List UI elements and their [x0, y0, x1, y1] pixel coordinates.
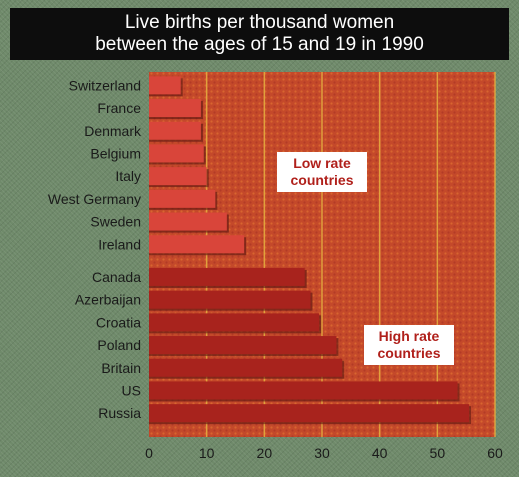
category-label-poland: Poland — [97, 337, 141, 353]
bar-sweden — [149, 212, 227, 231]
tick-label-50: 50 — [430, 445, 446, 461]
tick-label-40: 40 — [372, 445, 388, 461]
chart-title: Live births per thousand women between t… — [10, 8, 509, 60]
bar-west-germany — [149, 189, 216, 208]
chart-title-line-2: between the ages of 15 and 19 in 1990 — [95, 34, 424, 55]
tick-label-30: 30 — [314, 445, 330, 461]
tick-label-10: 10 — [199, 445, 215, 461]
bars — [149, 76, 472, 425]
bar-ireland — [149, 235, 245, 254]
tick-label-20: 20 — [257, 445, 273, 461]
bar-us — [149, 381, 458, 400]
tick-label-0: 0 — [145, 445, 153, 461]
category-label-sweden: Sweden — [90, 214, 141, 230]
category-labels: Switzerland France Denmark Belgium Italy West… — [48, 77, 142, 421]
bar-switzerland — [149, 76, 181, 95]
annotation-box-0 — [277, 152, 367, 192]
bar-poland — [149, 336, 337, 355]
bar-russia — [149, 404, 470, 423]
bar-croatia — [149, 313, 320, 332]
annotation-text-1-1: countries — [377, 345, 440, 361]
category-label-belgium: Belgium — [90, 145, 141, 161]
annotation-text-0-0: Low rate — [293, 155, 351, 171]
bar-britain — [149, 358, 343, 377]
annotation-box-1 — [364, 325, 454, 365]
x-axis-ticks: 0 10 20 30 40 50 60 — [145, 445, 503, 461]
category-label-britain: Britain — [101, 360, 141, 376]
bar-belgium — [149, 144, 204, 163]
category-label-canada: Canada — [92, 269, 141, 285]
category-label-azerbaijan: Azerbaijan — [75, 292, 141, 308]
bar-canada — [149, 267, 305, 286]
category-label-ireland: Ireland — [98, 236, 141, 252]
bar-italy — [149, 167, 207, 186]
category-label-russia: Russia — [98, 405, 141, 421]
category-label-us: US — [122, 382, 141, 398]
category-label-switzerland: Switzerland — [69, 77, 141, 93]
annotation-text-0-1: countries — [290, 172, 353, 188]
category-label-france: France — [97, 100, 141, 116]
bar-france — [149, 99, 201, 118]
category-label-denmark: Denmark — [84, 123, 142, 139]
category-label-croatia: Croatia — [96, 314, 141, 330]
category-label-italy: Italy — [115, 168, 141, 184]
annotation-text-1-0: High rate — [379, 328, 440, 344]
bar-azerbaijan — [149, 290, 311, 309]
bar-denmark — [149, 121, 201, 140]
category-label-west-germany: West Germany — [48, 191, 141, 207]
chart-title-line-1: Live births per thousand women — [124, 12, 395, 33]
tick-label-60: 60 — [487, 445, 503, 461]
